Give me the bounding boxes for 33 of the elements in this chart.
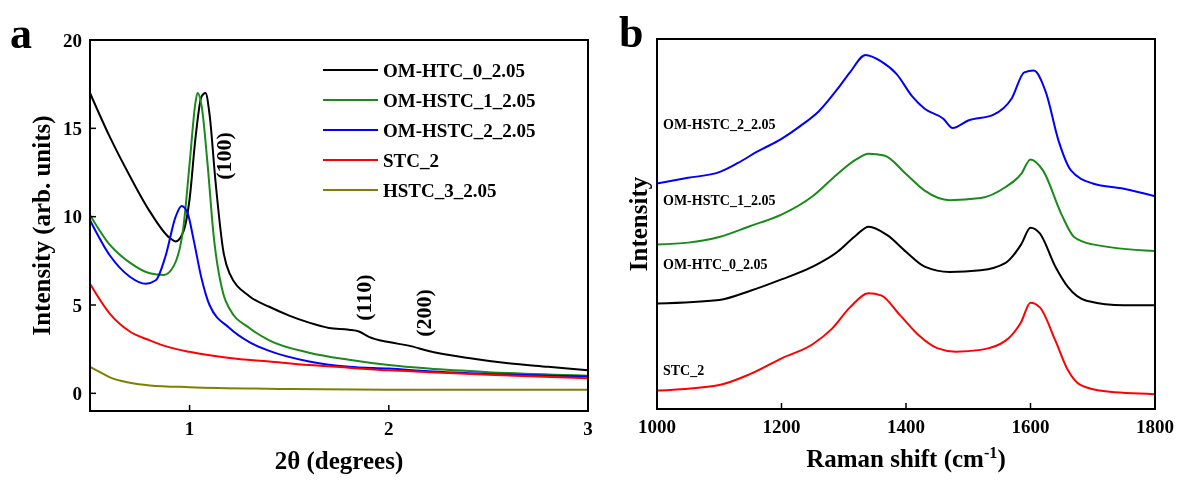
y-tick-label: 5 — [72, 294, 82, 316]
x-tick-label: 1 — [184, 418, 195, 439]
y-axis-title: Intensity (arb. units) — [28, 115, 56, 336]
x-axis-title: 2θ (degrees) — [274, 447, 404, 475]
x-axis-title: Raman shift (cm$^{-1}$) — [806, 444, 1006, 473]
x-tick-label: 1400 — [887, 416, 925, 437]
y-tick-label: 0 — [72, 382, 82, 404]
chart-title: b — [619, 8, 644, 57]
series-label: OM-HTC_0_2.05 — [663, 257, 768, 273]
x-tick-label: 2 — [384, 418, 394, 439]
y-tick-label: 15 — [63, 117, 82, 139]
legend-label: OM-HTC_0_2.05 — [383, 59, 525, 81]
series-label: OM-HSTC_2_2.05 — [663, 116, 776, 132]
annotation: (100) — [210, 132, 236, 180]
series-label: OM-HSTC_1_2.05 — [663, 192, 776, 208]
chart-title: a — [10, 9, 32, 58]
x-tick-label: 1000 — [638, 416, 676, 437]
x-tick-label: 3 — [583, 418, 593, 439]
x-tick-label: 1600 — [1011, 416, 1050, 437]
series-label: STC_2 — [663, 362, 705, 378]
annotation: (200) — [411, 289, 437, 337]
y-tick-label: 20 — [63, 29, 82, 51]
annotation: (110) — [351, 274, 377, 321]
legend-label: OM-HSTC_1_2.05 — [383, 89, 536, 111]
y-axis-title: Intensity — [625, 176, 652, 272]
legend-label: OM-HSTC_2_2.05 — [383, 119, 536, 141]
legend-label: HSTC_3_2.05 — [383, 179, 497, 201]
x-tick-label: 1800 — [1136, 416, 1174, 437]
x-tick-label: 1200 — [762, 416, 801, 437]
line-series — [89, 365, 589, 391]
line-series — [89, 205, 589, 378]
legend-label: STC_2 — [383, 149, 439, 171]
y-tick-label: 10 — [63, 206, 82, 228]
